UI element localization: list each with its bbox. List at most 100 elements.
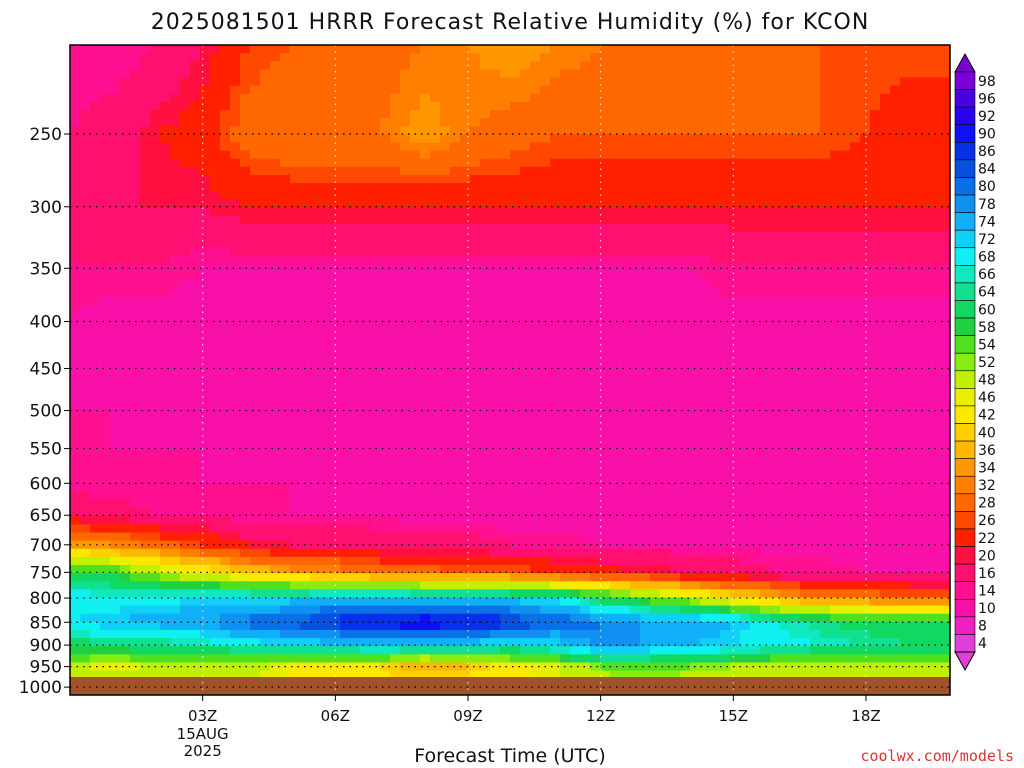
heat-cell — [660, 264, 671, 274]
heat-cell — [850, 386, 861, 395]
heat-cell — [410, 410, 421, 420]
heat-cell — [170, 483, 181, 493]
heat-cell — [260, 126, 271, 135]
heat-cell — [510, 93, 521, 103]
heat-cell — [810, 240, 821, 249]
heat-cell — [940, 158, 950, 168]
heat-cell — [290, 134, 301, 144]
heat-cell — [800, 53, 811, 62]
heat-cell — [920, 118, 931, 127]
heat-cell — [290, 166, 301, 176]
heat-cell — [720, 443, 731, 452]
heat-cell — [260, 402, 271, 412]
heat-cell — [690, 150, 701, 160]
heat-cell — [340, 61, 351, 70]
heat-cell — [350, 402, 361, 412]
heat-cell — [370, 345, 381, 355]
heat-cell — [130, 296, 141, 306]
heat-cell — [640, 418, 651, 428]
heat-cell — [560, 500, 571, 509]
heat-cell — [370, 77, 381, 87]
heat-cell — [220, 166, 231, 176]
heat-cell — [750, 491, 761, 501]
heat-cell — [360, 150, 371, 160]
heat-cell — [870, 53, 881, 62]
heat-cell — [280, 280, 291, 290]
heat-cell — [920, 248, 931, 257]
heat-cell — [690, 426, 701, 436]
heat-cell — [140, 418, 151, 428]
heat-cell — [240, 199, 251, 209]
heat-cell — [910, 215, 921, 225]
heat-cell — [110, 126, 121, 135]
heat-cell — [470, 207, 481, 217]
heat-cell — [830, 53, 841, 62]
heat-cell — [630, 207, 641, 217]
heat-cell — [220, 256, 231, 265]
heat-cell — [150, 305, 161, 314]
heat-cell — [150, 491, 161, 501]
heat-cell — [160, 256, 171, 265]
heat-cell — [650, 191, 661, 200]
heat-cell — [710, 451, 721, 460]
heat-cell — [690, 61, 701, 70]
heat-cell — [610, 166, 621, 176]
heat-cell — [540, 370, 551, 379]
heat-cell — [300, 467, 311, 477]
heat-cell — [670, 126, 681, 135]
heat-cell — [660, 53, 671, 62]
heat-cell — [520, 142, 531, 152]
heat-cell — [900, 118, 911, 127]
heat-cell — [770, 337, 781, 347]
heat-cell — [140, 142, 151, 152]
heat-cell — [410, 93, 421, 103]
heat-cell — [320, 183, 331, 192]
heat-cell — [100, 118, 111, 127]
heat-cell — [400, 248, 411, 257]
heat-cell — [250, 110, 261, 119]
heat-cell — [340, 110, 351, 119]
heat-cell — [390, 345, 401, 355]
heat-cell — [580, 158, 591, 168]
heat-cell — [830, 353, 841, 363]
heat-cell — [860, 207, 871, 217]
heat-cell — [670, 443, 681, 452]
heat-cell — [360, 69, 371, 79]
heat-cell — [180, 199, 191, 209]
heat-cell — [90, 77, 101, 87]
heat-cell — [500, 459, 511, 469]
heat-cell — [820, 337, 831, 347]
heat-cell — [150, 215, 161, 225]
heat-cell — [890, 126, 901, 135]
heat-cell — [840, 118, 851, 127]
heat-cell — [220, 288, 231, 298]
heat-cell — [810, 345, 821, 355]
heat-cell — [90, 459, 101, 469]
heat-cell — [870, 134, 881, 144]
heat-cell — [440, 77, 451, 87]
heat-cell — [840, 199, 851, 209]
heat-cell — [400, 426, 411, 436]
heat-cell — [70, 321, 81, 330]
heat-cell — [920, 410, 931, 420]
heat-cell — [700, 296, 711, 306]
heat-cell — [880, 402, 891, 412]
heat-cell — [100, 321, 111, 330]
heat-cell — [110, 353, 121, 363]
heat-cell — [490, 500, 501, 509]
heat-cell — [570, 410, 581, 420]
heat-cell — [690, 175, 701, 184]
heat-cell — [940, 353, 950, 363]
heat-cell — [500, 150, 511, 160]
heat-cell — [910, 451, 921, 460]
heat-cell — [510, 207, 521, 217]
heat-cell — [580, 418, 591, 428]
heat-cell — [500, 183, 511, 192]
heat-cell — [620, 134, 631, 144]
heat-cell — [850, 329, 861, 339]
heat-cell — [750, 313, 761, 322]
heat-cell — [190, 370, 201, 379]
heat-cell — [680, 305, 691, 314]
heat-cell — [870, 402, 881, 412]
heat-cell — [120, 118, 131, 127]
